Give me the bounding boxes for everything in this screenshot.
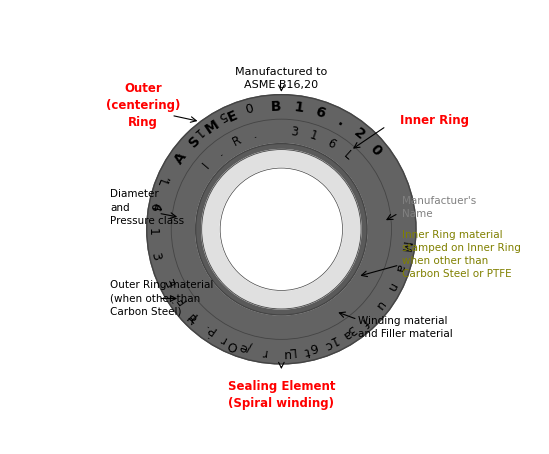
Text: ”: ” — [156, 173, 170, 184]
Text: 4: 4 — [148, 202, 162, 212]
Text: f: f — [358, 315, 371, 328]
Text: Outer Ring material
(when other than
Carbon Steel): Outer Ring material (when other than Car… — [110, 280, 214, 317]
Text: 3: 3 — [148, 251, 162, 262]
Text: 0: 0 — [243, 98, 254, 112]
Text: Inner Ring material
stamped on Inner Ring
when other than
Carbon Steel or PTFE: Inner Ring material stamped on Inner Rin… — [402, 230, 521, 279]
Text: Manufactuer's
Name: Manufactuer's Name — [402, 196, 476, 219]
Text: u: u — [282, 347, 290, 360]
Text: 3: 3 — [344, 321, 358, 336]
Text: T: T — [188, 308, 203, 323]
Text: e: e — [237, 340, 249, 355]
Text: -: - — [171, 148, 184, 159]
Text: r: r — [261, 345, 267, 359]
Text: u: u — [372, 299, 386, 313]
Circle shape — [147, 95, 416, 364]
Text: .: . — [167, 296, 181, 307]
Text: Manufactured to
ASME B16,20: Manufactured to ASME B16,20 — [235, 67, 328, 90]
Text: 0: 0 — [367, 142, 384, 158]
Text: Outer
(centering)
Ring: Outer (centering) Ring — [106, 82, 181, 128]
Text: .: . — [204, 330, 214, 343]
Text: E: E — [225, 108, 239, 125]
Text: .: . — [335, 114, 347, 129]
Text: Diameter
and
Pressure class: Diameter and Pressure class — [110, 189, 184, 226]
Text: O: O — [224, 340, 238, 356]
Text: 6: 6 — [313, 104, 327, 121]
Text: .: . — [199, 321, 210, 333]
Text: A: A — [172, 150, 189, 167]
Text: M: M — [203, 118, 222, 137]
Text: a: a — [340, 327, 354, 342]
Text: 1: 1 — [190, 125, 204, 140]
Text: L: L — [340, 149, 354, 163]
Text: P: P — [205, 321, 219, 336]
Text: 3: 3 — [290, 124, 299, 138]
Text: t: t — [304, 344, 311, 357]
Text: Inner Ring: Inner Ring — [400, 114, 469, 128]
Text: a: a — [392, 262, 407, 273]
Circle shape — [195, 143, 367, 315]
Text: .: . — [251, 128, 259, 141]
Text: L: L — [153, 178, 168, 188]
Text: /: / — [246, 340, 254, 354]
Text: I: I — [200, 160, 212, 171]
Text: c: c — [322, 337, 334, 352]
Text: 5: 5 — [214, 108, 227, 123]
Text: 1: 1 — [327, 332, 339, 347]
Text: 1: 1 — [145, 227, 159, 236]
Text: R: R — [230, 134, 243, 149]
Text: B: B — [270, 99, 282, 114]
Text: F: F — [175, 292, 189, 306]
Text: Sealing Element
(Spiral winding): Sealing Element (Spiral winding) — [228, 380, 335, 410]
Text: .: . — [215, 146, 226, 158]
Text: 6: 6 — [147, 202, 161, 212]
Text: r: r — [218, 332, 228, 346]
Circle shape — [195, 143, 367, 315]
Text: 6: 6 — [325, 137, 338, 152]
Text: 1: 1 — [308, 128, 319, 143]
Text: 1: 1 — [293, 100, 304, 115]
Text: S: S — [187, 133, 204, 150]
Text: R: R — [182, 313, 198, 328]
Text: M: M — [397, 240, 411, 253]
Text: 6: 6 — [307, 340, 318, 354]
Text: Winding material
and Filler material: Winding material and Filler material — [358, 316, 453, 340]
Text: L: L — [288, 344, 296, 357]
Circle shape — [220, 168, 343, 291]
Circle shape — [201, 149, 361, 309]
Text: 2: 2 — [351, 126, 368, 143]
Text: n: n — [383, 281, 399, 294]
Text: E: E — [164, 274, 178, 287]
